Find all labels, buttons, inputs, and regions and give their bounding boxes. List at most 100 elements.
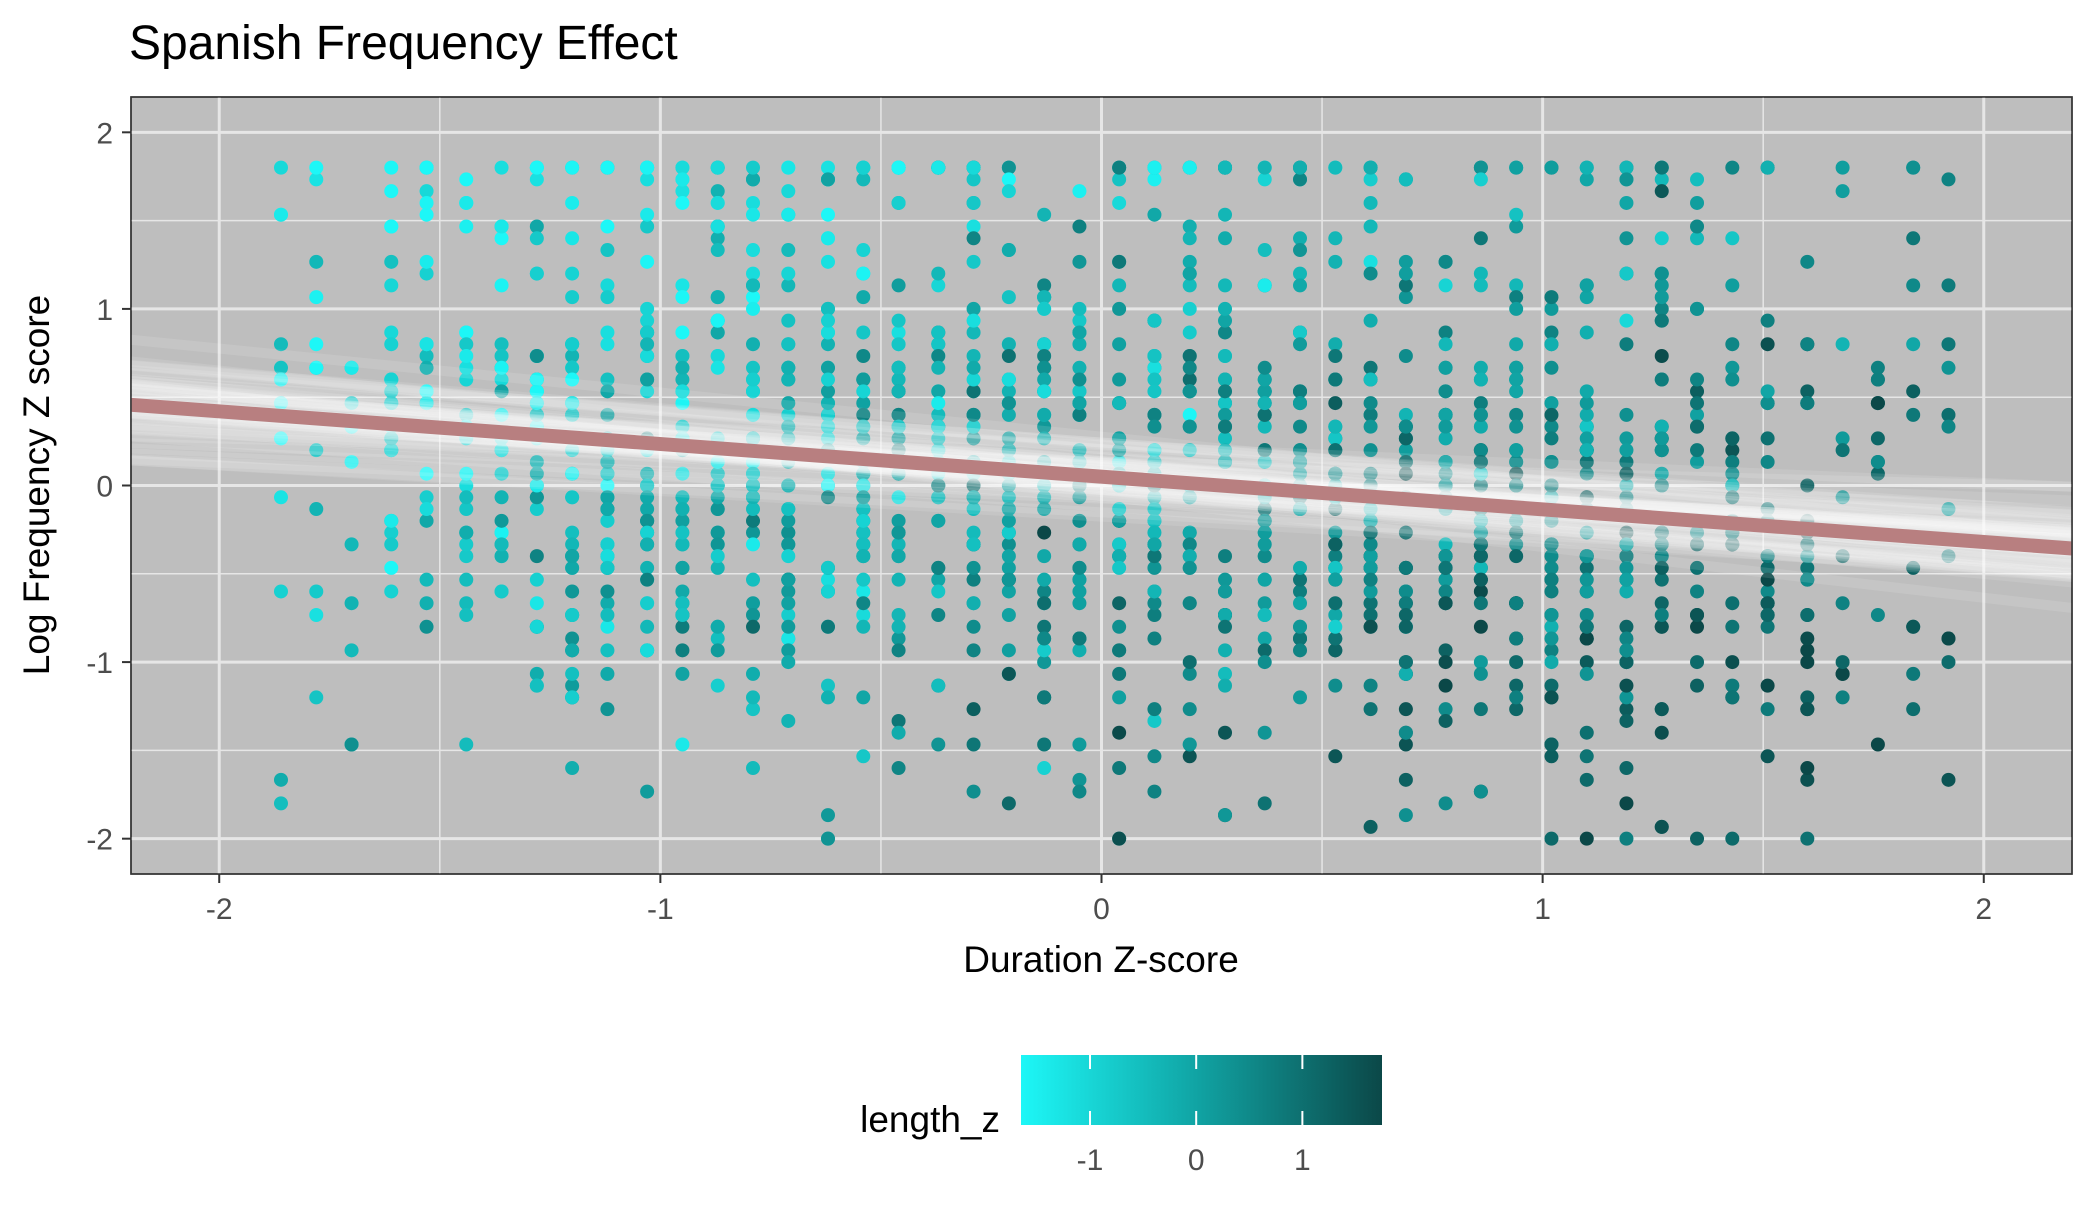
data-point (675, 349, 690, 363)
data-point (419, 490, 434, 505)
data-point (1147, 419, 1162, 434)
data-point (419, 360, 434, 375)
data-point (966, 360, 981, 375)
data-point (781, 584, 796, 599)
data-point (529, 502, 544, 517)
data-point (459, 360, 474, 375)
data-point (820, 560, 835, 575)
bootstrap-line (130, 383, 2073, 543)
data-point (1654, 443, 1669, 458)
data-point (565, 537, 580, 552)
x-axis-ticks: -2 -1 0 1 2 (206, 874, 1992, 926)
data-point (1363, 678, 1378, 693)
data-point (1218, 313, 1233, 328)
data-point (781, 160, 796, 175)
data-point (344, 454, 359, 469)
data-point (1579, 525, 1594, 540)
data-point (419, 396, 434, 411)
data-point (931, 266, 946, 281)
data-point (1654, 478, 1669, 493)
data-point (710, 290, 725, 305)
data-point (931, 396, 946, 411)
data-point (1328, 631, 1343, 646)
data-point (1112, 560, 1127, 575)
data-point (1509, 443, 1524, 458)
data-point (1619, 466, 1634, 481)
data-point (565, 549, 580, 564)
data-point (891, 360, 906, 375)
bootstrap-line (130, 359, 2073, 529)
data-point (565, 608, 580, 622)
data-point (856, 407, 871, 422)
data-point (600, 584, 615, 599)
data-point (1941, 419, 1956, 434)
data-point (1579, 772, 1594, 787)
data-point (1579, 655, 1594, 670)
y-tick-label: 1 (96, 294, 113, 327)
data-point (459, 349, 474, 363)
data-point (675, 608, 690, 622)
data-point (1328, 231, 1343, 246)
data-point (856, 266, 871, 281)
data-point (891, 572, 906, 587)
data-point (710, 478, 725, 493)
data-point (1473, 372, 1488, 387)
data-point (1257, 549, 1272, 564)
data-point (459, 596, 474, 611)
data-point (459, 572, 474, 587)
y-axis-title: Log Frequency Z score (16, 295, 57, 675)
data-point (565, 584, 580, 599)
data-point (1473, 278, 1488, 293)
data-point (966, 384, 981, 399)
data-point (1328, 560, 1343, 575)
data-point (891, 384, 906, 399)
data-point (1544, 301, 1559, 316)
data-point (640, 349, 655, 363)
data-point (1363, 466, 1378, 481)
data-point (309, 584, 324, 599)
data-point (1690, 372, 1705, 387)
data-point (966, 525, 981, 540)
data-point (856, 243, 871, 258)
data-point (1870, 396, 1885, 411)
data-point (273, 772, 288, 787)
data-point (1037, 584, 1052, 599)
data-point (1725, 337, 1740, 352)
data-point (1257, 572, 1272, 587)
data-point (1398, 584, 1413, 599)
data-point (1870, 360, 1885, 375)
data-point (1037, 619, 1052, 634)
data-point (1328, 349, 1343, 363)
data-point (1363, 478, 1378, 493)
data-point (1182, 219, 1197, 234)
data-point (1654, 184, 1669, 199)
data-point (600, 549, 615, 564)
data-point (640, 572, 655, 587)
data-point (1328, 502, 1343, 517)
data-point (494, 219, 509, 234)
data-point (309, 502, 324, 517)
data-point (1328, 419, 1343, 434)
data-point (856, 160, 871, 175)
data-point (1328, 443, 1343, 458)
data-point (820, 490, 835, 505)
data-point (1218, 678, 1233, 693)
data-point (1760, 396, 1775, 411)
legend-ticks: -1 0 1 (1077, 1055, 1311, 1177)
data-point (1579, 290, 1594, 305)
data-point (1835, 549, 1850, 564)
data-point (1182, 407, 1197, 422)
data-point (600, 608, 615, 622)
data-point (1654, 608, 1669, 622)
data-point (1509, 360, 1524, 375)
data-point (1690, 619, 1705, 634)
data-point (1112, 537, 1127, 552)
data-point (1544, 454, 1559, 469)
data-point (1363, 360, 1378, 375)
data-point (675, 490, 690, 505)
data-point (419, 195, 434, 210)
bootstrap-line (130, 407, 2073, 569)
data-point (1438, 360, 1453, 375)
data-point (1870, 454, 1885, 469)
data-point (529, 678, 544, 693)
